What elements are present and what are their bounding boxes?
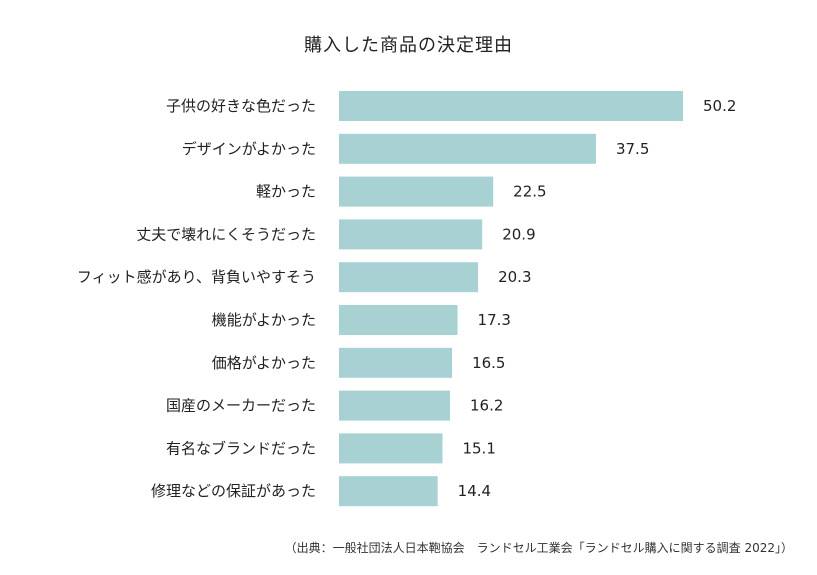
value-label: 37.5: [616, 140, 649, 158]
value-label: 16.2: [470, 397, 503, 415]
value-label: 50.2: [703, 97, 736, 115]
value-label: 16.5: [472, 354, 505, 372]
category-label: 国産のメーカーだった: [166, 397, 316, 415]
category-label: 子供の好きな色だった: [166, 97, 316, 115]
category-label: 修理などの保証があった: [151, 482, 316, 500]
value-label: 15.1: [462, 439, 495, 457]
category-label: 価格がよかった: [212, 354, 316, 372]
value-label: 17.3: [478, 311, 511, 329]
value-label: 22.5: [513, 183, 546, 201]
bar: [339, 176, 494, 207]
category-label: 丈夫で壊れにくそうだった: [136, 225, 316, 243]
category-label: 軽かった: [256, 183, 316, 201]
bar: [339, 91, 683, 121]
bars: [339, 91, 683, 507]
category-label: 機能がよかった: [212, 311, 316, 329]
bar: [339, 133, 596, 164]
bar: [339, 262, 479, 293]
chart-source-note: （出典：一般社団法人日本鞄協会 ランドセル工業会「ランドセル購入に関する調査 2…: [284, 541, 793, 555]
chart-title: 購入した商品の決定理由: [304, 35, 513, 56]
value-label: 20.3: [498, 268, 531, 286]
bar: [339, 476, 438, 507]
bar: [339, 305, 458, 335]
value-label: 14.4: [458, 482, 491, 500]
value-labels: 50.2 37.5 22.5 20.9 20.3 17.3 16.5 16.2 15.1 14.4: [458, 97, 737, 500]
bar: [339, 347, 453, 378]
category-labels: 子供の好きな色だったデザインがよかった軽かった丈夫で壊れにくそうだったフィット感…: [77, 97, 316, 500]
bar: [339, 219, 483, 250]
value-label: 20.9: [502, 225, 535, 243]
category-label: 有名なブランドだった: [166, 439, 316, 457]
bar: [339, 433, 443, 464]
category-label: フィット感があり、背負いやすそう: [77, 268, 316, 286]
bar: [339, 390, 451, 421]
category-label: デザインがよかった: [182, 140, 316, 158]
